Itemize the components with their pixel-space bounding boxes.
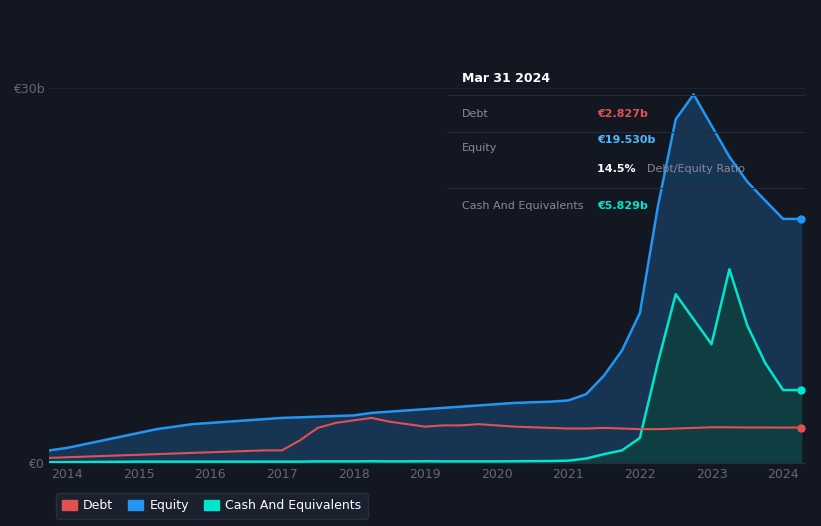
Text: €19.530b: €19.530b	[598, 135, 656, 145]
Text: Debt/Equity Ratio: Debt/Equity Ratio	[648, 164, 745, 174]
Text: Equity: Equity	[461, 143, 497, 153]
Text: €5.829b: €5.829b	[598, 201, 649, 211]
Point	[795, 423, 808, 432]
Text: Debt: Debt	[461, 109, 488, 119]
Text: 14.5%: 14.5%	[598, 164, 640, 174]
Point	[795, 215, 808, 223]
Legend: Debt, Equity, Cash And Equivalents: Debt, Equity, Cash And Equivalents	[56, 493, 368, 519]
Point	[795, 386, 808, 394]
Text: €2.827b: €2.827b	[598, 109, 649, 119]
Text: Cash And Equivalents: Cash And Equivalents	[461, 201, 583, 211]
Text: Mar 31 2024: Mar 31 2024	[461, 72, 550, 85]
